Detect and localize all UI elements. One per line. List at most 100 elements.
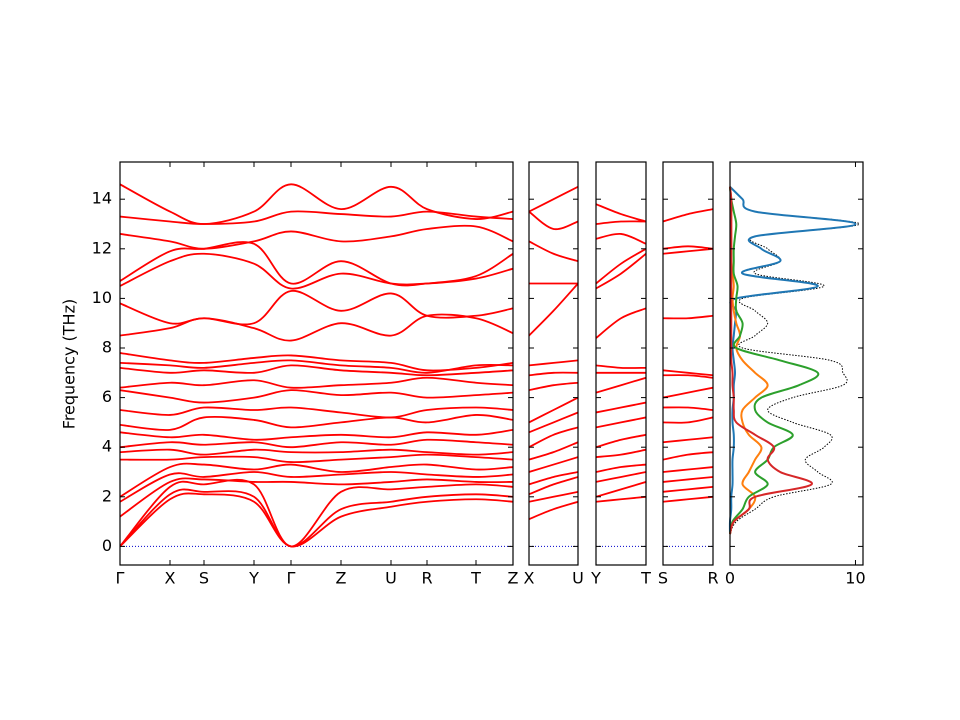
band [596,220,646,225]
band [596,495,646,503]
dos-curve [729,186,820,535]
band [663,247,713,255]
y-tick-label: 8 [102,338,112,357]
band [596,253,646,290]
x-tick-label: Γ [116,569,125,588]
band [529,359,578,367]
panel-frame [729,161,864,566]
y-tick-label: 2 [102,486,112,505]
band [596,433,646,449]
band [596,307,646,339]
x-tick-label: Y [248,569,259,588]
band [529,381,578,392]
panel-frame [595,161,647,566]
band [596,248,646,285]
x-tick-label: Γ [287,569,296,588]
band [120,453,513,464]
y-tick-label: 6 [102,387,112,406]
band [529,185,578,213]
band [596,232,646,245]
band [663,406,713,411]
band [120,438,513,449]
band [596,401,646,414]
band [663,451,713,461]
band [663,245,713,250]
band [663,369,713,377]
band [596,463,646,473]
x-tick-label: Z [336,569,347,588]
x-tick-label: S [658,569,668,588]
band [663,386,713,399]
x-tick-label: 0 [725,569,735,588]
band [529,456,578,473]
band [529,396,578,424]
band [663,208,713,223]
band [663,416,713,424]
band [596,416,646,429]
panel-frame [662,161,714,566]
band [596,481,646,498]
x-tick-label: T [470,569,481,588]
y-tick-label: 0 [102,536,112,555]
band [120,478,513,548]
band [120,428,513,441]
x-tick-label: U [385,569,397,588]
x-tick-label: Z [508,569,519,588]
x-tick-label: U [572,569,584,588]
x-tick-label: T [640,569,651,588]
y-tick-label: 12 [92,238,112,257]
band [529,441,578,461]
band [663,485,713,493]
dos-curve [728,186,857,535]
band [596,448,646,459]
band [529,371,578,377]
x-tick-label: X [524,569,535,588]
band [120,448,513,456]
band [663,466,713,473]
band [120,290,513,326]
panel-frame [528,161,579,566]
x-tick-label: S [199,569,209,588]
band [529,476,578,496]
band [529,500,578,520]
band [120,471,513,503]
band [663,436,713,444]
band [120,352,513,372]
band [529,282,578,337]
y-tick-label: 4 [102,437,112,456]
band [529,490,578,503]
panel-frame [119,161,514,566]
x-tick-label: X [165,569,176,588]
band [596,376,646,394]
band [596,471,646,483]
band [120,406,513,419]
band [120,477,513,518]
band [663,495,713,503]
band [120,389,513,404]
band [120,364,513,377]
x-tick-label: R [707,569,718,588]
dos-curve [729,186,860,535]
y-tick-label: 14 [92,189,112,208]
y-axis-label: Frequency (THz) [60,299,79,429]
band [120,183,513,225]
band [120,488,513,548]
band [663,374,713,379]
x-tick-label: Y [590,569,601,588]
band [529,426,578,449]
y-tick-label: 10 [92,288,112,307]
band [529,240,578,263]
band [529,210,578,231]
x-tick-label: 10 [845,569,865,588]
band [120,224,513,250]
band [529,411,578,434]
band [596,203,646,223]
band [663,476,713,483]
band [120,241,513,287]
band [120,414,513,431]
dos-curve [729,186,813,535]
band [529,471,578,486]
band [596,364,646,369]
